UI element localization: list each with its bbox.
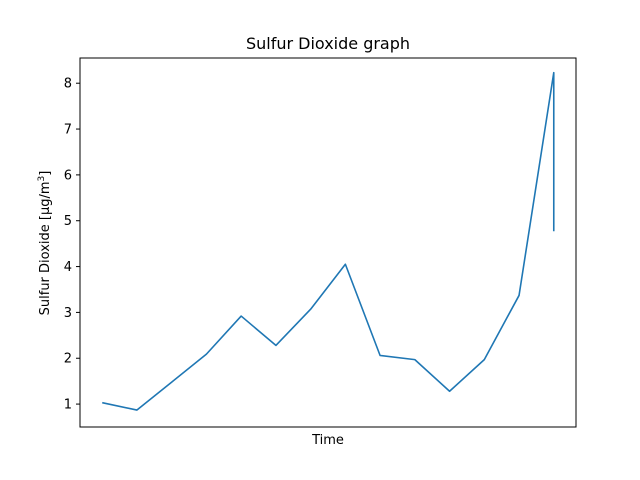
y-tick-label: 5: [64, 214, 72, 229]
y-axis-label-base: Sulfur Dioxide [µg/m: [38, 181, 53, 315]
y-axis-ticks: 1 2 3 4 5 6 7 8: [64, 77, 80, 413]
series-line: [102, 71, 555, 411]
y-tick-label: 2: [64, 352, 72, 367]
y-tick-label: 1: [64, 398, 72, 413]
plot-frame: [79, 57, 577, 428]
plot-area: [102, 71, 555, 411]
y-axis-label-end: ]: [38, 171, 53, 176]
y-tick-label: 8: [64, 77, 72, 92]
y-tick-label: 3: [64, 306, 72, 321]
y-axis-label: Sulfur Dioxide [µg/m3]: [37, 171, 53, 316]
y-tick-label: 7: [64, 123, 72, 138]
x-axis-label: Time: [311, 433, 344, 448]
y-tick-label: 4: [64, 260, 72, 275]
y-axis-label-superscript: 3: [37, 176, 47, 182]
y-tick-label: 6: [64, 168, 72, 183]
chart-title: Sulfur Dioxide graph: [246, 34, 410, 53]
